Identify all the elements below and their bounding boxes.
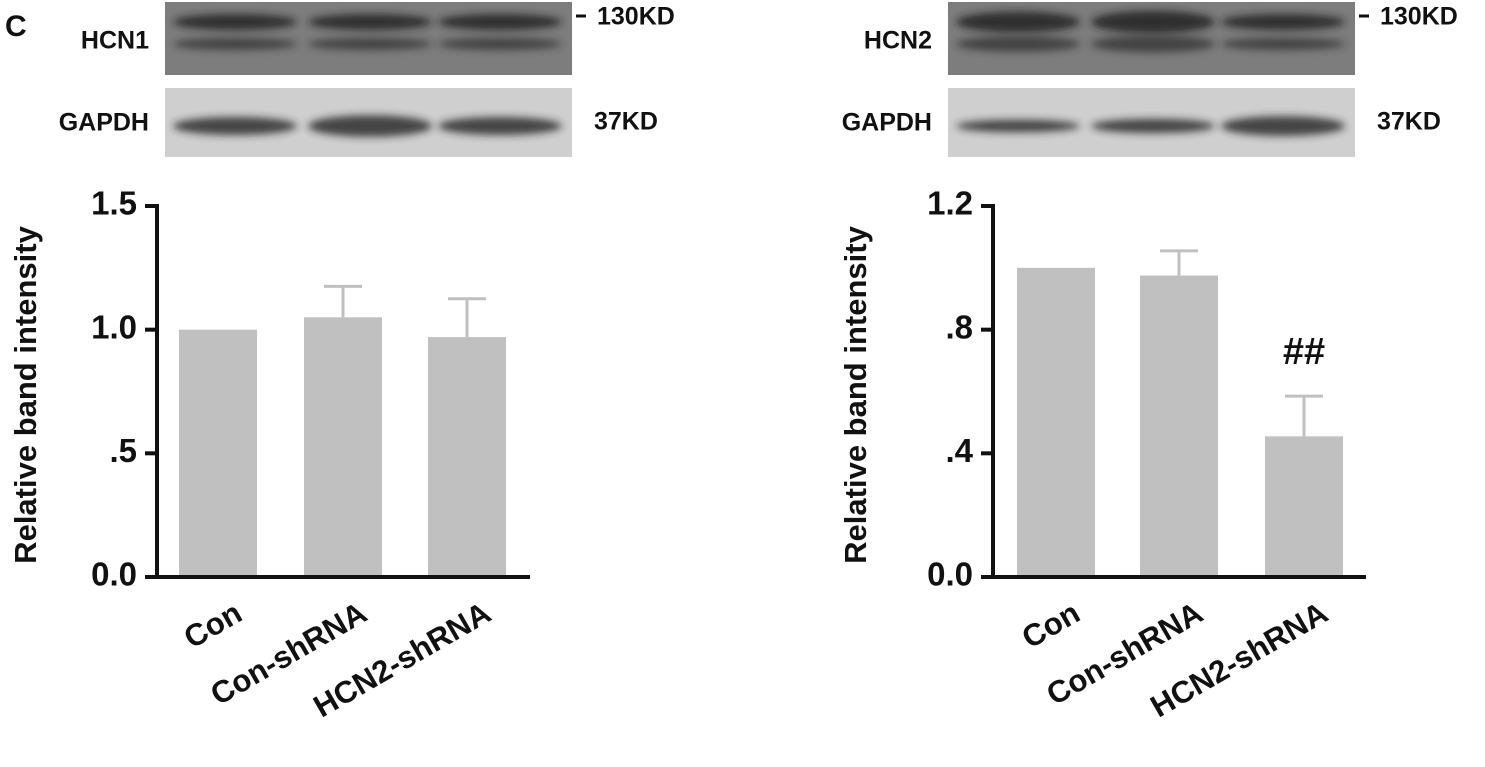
y-tick-label: 0.0 <box>91 556 137 593</box>
blot-band <box>956 36 1080 52</box>
blot-label: HCN1 <box>81 27 149 55</box>
bar <box>179 329 257 577</box>
blot-band <box>308 14 432 30</box>
x-tick-label: Con <box>178 595 248 655</box>
blot-band <box>1091 10 1215 34</box>
blot-band <box>438 14 562 30</box>
y-tick-label: 1.5 <box>91 185 137 222</box>
blot-band <box>173 14 297 30</box>
panel-label: C <box>5 10 27 43</box>
blot-band <box>173 117 297 135</box>
bar <box>304 317 382 577</box>
blot-band <box>1091 118 1215 134</box>
blot-label: GAPDH <box>842 109 932 137</box>
y-tick-label: .5 <box>109 432 137 469</box>
blot-band <box>308 115 432 137</box>
x-tick-label: Con <box>1016 595 1086 655</box>
blot-band <box>1221 38 1345 50</box>
marker-label: 37KD <box>1377 108 1441 136</box>
blot-band <box>438 117 562 135</box>
blot-band <box>956 11 1080 33</box>
y-axis-label: Relative band intensity <box>838 225 873 563</box>
blot-band <box>1221 116 1345 136</box>
blot-image <box>165 2 572 75</box>
blot-image <box>948 2 1355 75</box>
y-tick-label: 1.0 <box>91 308 137 345</box>
blot-band <box>173 38 297 50</box>
bar <box>428 337 506 577</box>
blot-band <box>308 38 432 50</box>
y-tick-label: .4 <box>945 432 973 469</box>
blot-label: GAPDH <box>59 109 149 137</box>
y-tick-label: 1.2 <box>927 185 973 222</box>
blot-image <box>948 88 1355 157</box>
bar <box>1265 436 1343 577</box>
marker-label: 130KD <box>597 3 675 31</box>
y-tick-label: .8 <box>945 308 973 345</box>
blot-band <box>438 38 562 50</box>
blot-band <box>956 119 1080 133</box>
blot-band <box>1091 35 1215 53</box>
blot-image <box>165 88 572 157</box>
marker-label: 37KD <box>594 108 658 136</box>
y-tick-label: 0.0 <box>927 556 973 593</box>
bar <box>1140 275 1218 577</box>
blot-label: HCN2 <box>864 27 932 55</box>
y-axis-label: Relative band intensity <box>8 225 43 563</box>
significance-annotation: ## <box>1283 331 1325 373</box>
blot-band <box>1221 14 1345 30</box>
marker-label: 130KD <box>1380 3 1458 31</box>
bar <box>1017 267 1095 577</box>
